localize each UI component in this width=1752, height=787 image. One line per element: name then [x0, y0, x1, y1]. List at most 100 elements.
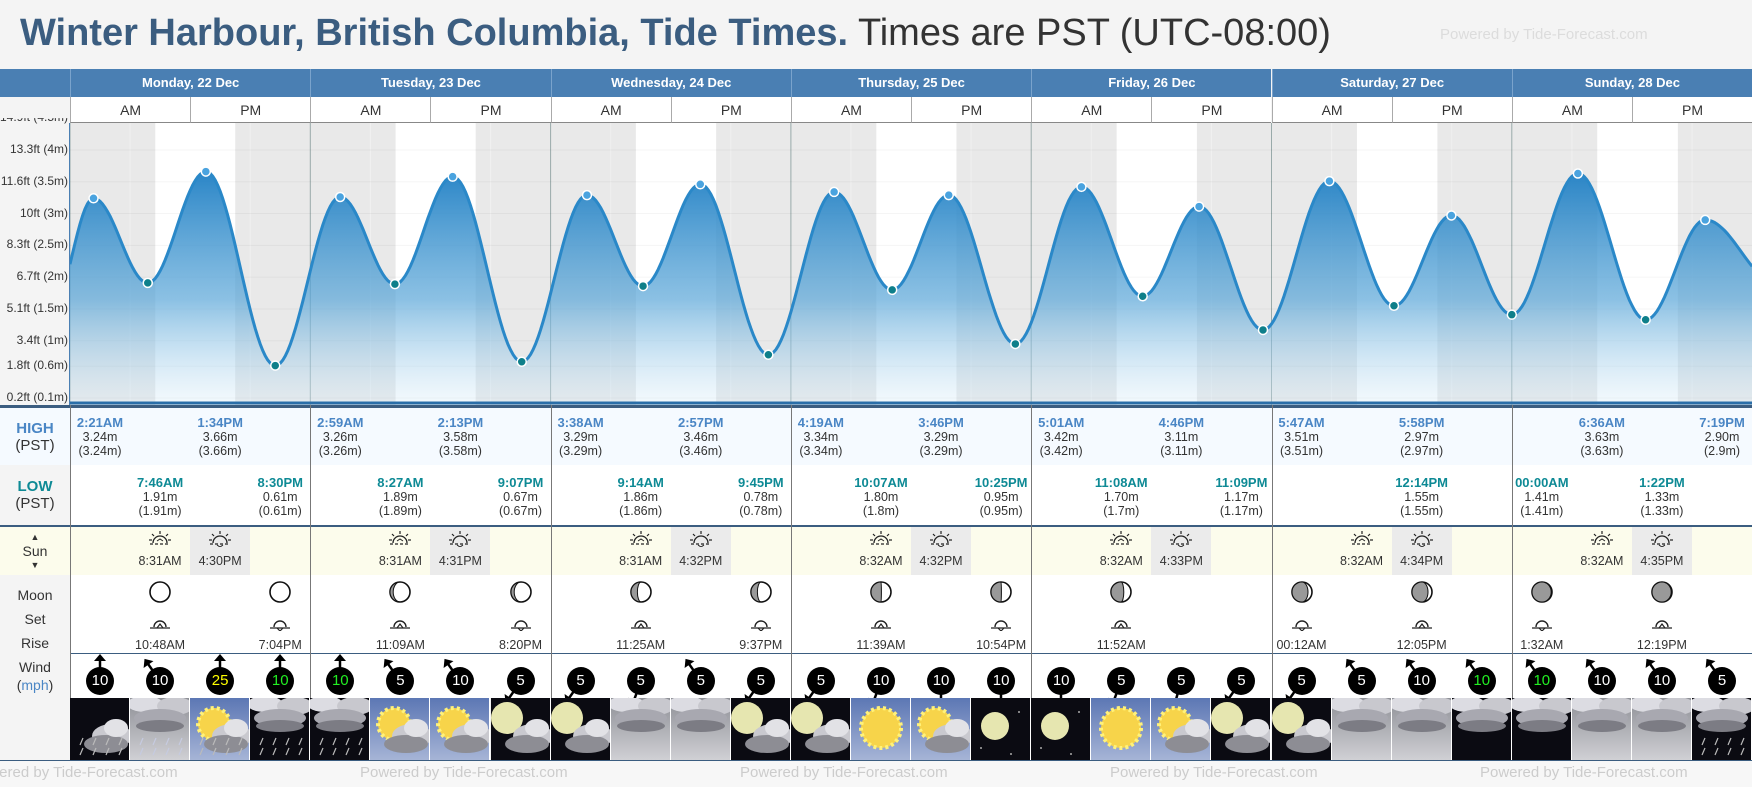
day-header: Monday, 22 Dec — [70, 69, 311, 97]
moon-rise-label: Rise — [20, 635, 49, 651]
low-tide-time: 9:45PM — [738, 475, 784, 490]
low-tide-point[interactable] — [763, 349, 774, 361]
day-header: Saturday, 27 Dec — [1271, 69, 1512, 97]
wind-speed: 5 — [506, 667, 535, 695]
day-header: Thursday, 25 Dec — [790, 69, 1032, 97]
low-tide-point[interactable] — [142, 277, 154, 289]
am-header: AM — [550, 97, 671, 123]
moonrise-icon — [611, 615, 671, 634]
wind-indicator: 10 — [1031, 653, 1091, 708]
low-tide-point[interactable] — [1257, 324, 1269, 336]
low-tide-point[interactable] — [637, 280, 649, 292]
sunrise-icon — [370, 531, 430, 550]
low-tide-height: 1.80m — [863, 490, 899, 504]
moonset-cell: 10:54PM — [971, 580, 1031, 652]
moonrise-icon — [1632, 615, 1692, 634]
weather-night-moon-icon — [971, 698, 1032, 760]
low-tide-cell: 11:08AM 1.70m (1.7m) — [1091, 475, 1151, 519]
sunrise-icon — [1572, 531, 1632, 550]
sunset-cell: 4:33PM — [1151, 527, 1212, 575]
high-tide-point[interactable] — [88, 193, 99, 204]
sunset-time: 4:32PM — [679, 554, 723, 568]
y-axis-label: 13.3ft (4m) — [9, 141, 68, 156]
wind-speed: 10 — [1647, 667, 1676, 695]
am-header: AM — [1031, 97, 1152, 123]
header-band — [0, 69, 70, 97]
wind-indicator: 25 — [190, 653, 250, 698]
high-tide-height-alt: (3.26m) — [318, 444, 362, 458]
sun-label-text: Sun — [22, 543, 48, 559]
sunrise-icon — [611, 531, 671, 550]
low-tide-time: 11:08AM — [1094, 475, 1148, 490]
wind-indicator: 5 — [731, 653, 791, 704]
wind-indicator: 5 — [1211, 653, 1271, 704]
day-header: Wednesday, 24 Dec — [550, 69, 791, 97]
high-tide-height-alt: (2.9m) — [1703, 444, 1741, 458]
low-tide-point[interactable] — [270, 360, 281, 371]
moonrise-time: 11:39AM — [856, 638, 906, 652]
sunset-cell: 4:34PM — [1391, 527, 1452, 575]
sunset-time: 4:33PM — [1159, 554, 1203, 568]
low-tide-cell: 9:45PM 0.78m (0.78m) — [731, 475, 791, 519]
low-label: LOW (PST) — [0, 478, 70, 512]
low-tide-point[interactable] — [1010, 338, 1021, 350]
moon-phase-icon — [971, 580, 1031, 607]
moonrise-time: 12:19PM — [1636, 638, 1687, 652]
moonrise-time: 11:25AM — [616, 638, 666, 652]
wind-label-text: Wind — [19, 659, 51, 675]
high-tide-point[interactable] — [447, 171, 458, 182]
low-tide-time: 10:07AM — [854, 475, 908, 490]
low-tide-cell: 11:09PM 1.17m (1.17m) — [1211, 476, 1271, 519]
moonset-time: 00:12AM — [1276, 638, 1327, 652]
high-tide-point[interactable] — [695, 179, 706, 190]
low-tide-point[interactable] — [1388, 300, 1400, 312]
moon-phase-icon — [370, 580, 430, 607]
wind-speed: 5 — [566, 667, 595, 695]
wind-speed: 10 — [1467, 667, 1496, 695]
low-tide-cell: 9:07PM 0.67m (0.67m) — [491, 475, 551, 519]
y-axis-label: 14.9ft (4.5m) — [0, 110, 68, 125]
moonset-time: 9:37PM — [739, 638, 783, 652]
low-tide-cell: 12:14PM 1.55m (1.55m) — [1392, 476, 1452, 519]
high-tide-point[interactable] — [334, 191, 346, 203]
high-tide-point[interactable] — [828, 186, 840, 198]
sunset-icon — [911, 531, 971, 550]
low-tide-point[interactable] — [1640, 314, 1651, 326]
high-row — [0, 405, 1752, 465]
high-tide-point[interactable] — [1324, 175, 1335, 187]
wind-label: Wind (mph) — [0, 658, 70, 694]
moonset-time: 8:20PM — [498, 638, 543, 652]
high-tide-point[interactable] — [1699, 214, 1711, 226]
low-tide-point[interactable] — [886, 284, 898, 296]
low-row — [70, 465, 1752, 525]
high-tide-cell: 5:01AM 3.42m (3.42m) — [1031, 416, 1091, 459]
high-tide-cell: 2:21AM 3.24m (3.24m) — [70, 416, 130, 459]
low-tide-point[interactable] — [516, 356, 527, 367]
high-tide-point[interactable] — [200, 166, 212, 177]
moonrise-icon — [370, 615, 430, 634]
high-tide-time: 3:38AM — [557, 415, 604, 430]
high-tide-cell: 2:13PM 3.58m (3.58m) — [430, 416, 490, 459]
low-tide-height: 1.41m — [1524, 490, 1560, 504]
powered-by-link[interactable]: Powered by Tide-Forecast.com — [1440, 26, 1648, 43]
high-tide-point[interactable] — [1076, 181, 1087, 193]
low-tide-point[interactable] — [1137, 290, 1148, 302]
moonrise-time: 11:52AM — [1096, 638, 1146, 652]
pm-header: PM — [1631, 97, 1752, 123]
moon-label-text: Moon — [17, 587, 53, 603]
moonrise-time: 11:09AM — [375, 638, 425, 652]
high-tide-point[interactable] — [581, 189, 593, 201]
low-tide-time: 9:07PM — [497, 475, 544, 490]
low-tide-height: 1.70m — [1103, 490, 1139, 504]
low-tide-point[interactable] — [389, 278, 401, 290]
moonrise-cell: 12:19PM — [1632, 580, 1692, 652]
low-tide-point[interactable] — [1506, 309, 1518, 320]
moonset-time: 10:54PM — [976, 638, 1027, 652]
high-tide-point[interactable] — [1446, 210, 1457, 221]
sun-row — [0, 525, 1752, 575]
high-tide-point[interactable] — [1572, 168, 1584, 179]
day-divider — [1271, 405, 1273, 760]
high-tide-point[interactable] — [943, 189, 955, 201]
high-tide-point[interactable] — [1193, 201, 1205, 212]
wind-units-link[interactable]: mph — [21, 677, 49, 693]
